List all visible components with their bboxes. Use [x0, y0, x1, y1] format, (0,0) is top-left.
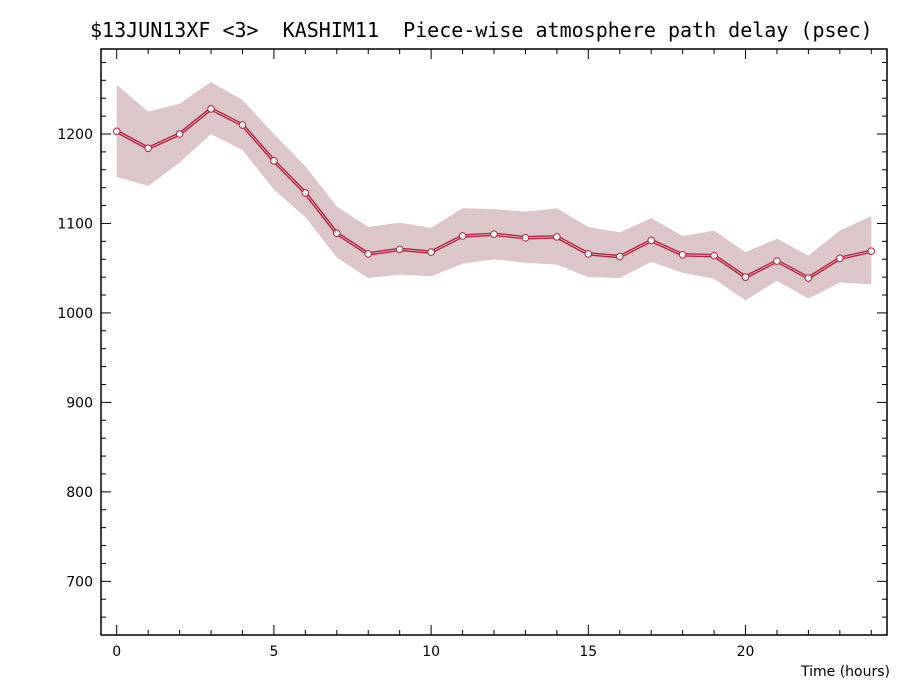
data-point — [364, 250, 373, 258]
y-tick-label: 1100 — [57, 216, 93, 232]
y-tick-label: 900 — [66, 395, 93, 411]
data-point — [144, 144, 152, 153]
data-point — [175, 130, 184, 138]
y-tick-label: 1000 — [57, 306, 93, 322]
chart-title: $13JUN13XF <3> KASHIM11 Piece-wise atmos… — [90, 18, 873, 42]
data-point — [867, 247, 876, 255]
x-tick-label: 0 — [112, 644, 121, 660]
data-point — [836, 254, 844, 263]
data-point — [678, 250, 687, 259]
data-point — [490, 230, 498, 238]
x-axis-label: Time (hours) — [801, 664, 890, 680]
data-point — [270, 157, 278, 165]
data-point — [207, 105, 215, 113]
data-point — [710, 251, 718, 260]
data-point — [584, 250, 593, 258]
data-point — [553, 233, 561, 241]
data-point — [521, 233, 530, 242]
data-point — [427, 248, 435, 256]
x-tick-label: 10 — [422, 644, 440, 660]
data-point — [647, 236, 656, 245]
y-tick-label: 700 — [66, 574, 93, 590]
uncertainty-band — [116, 82, 872, 301]
data-point — [615, 252, 624, 261]
data-point — [301, 189, 310, 197]
x-tick-label: 15 — [579, 644, 597, 660]
data-point — [395, 245, 404, 254]
y-tick-label: 1200 — [57, 127, 93, 143]
x-tick-label: 20 — [737, 644, 755, 660]
x-tick-label: 5 — [269, 644, 278, 660]
data-point — [112, 127, 121, 136]
data-point — [804, 274, 813, 282]
data-point — [741, 273, 750, 281]
y-tick-label: 800 — [66, 485, 93, 501]
data-point — [458, 232, 467, 240]
data-point — [333, 229, 341, 238]
data-point — [238, 121, 247, 129]
data-point — [773, 257, 781, 265]
